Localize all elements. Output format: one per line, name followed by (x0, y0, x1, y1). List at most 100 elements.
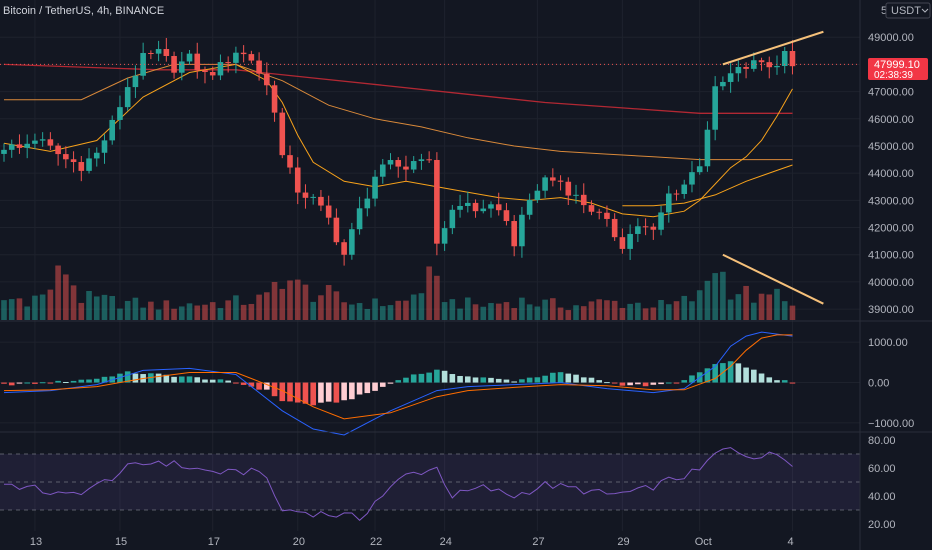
candle-body (519, 214, 525, 247)
candle-body (665, 193, 672, 213)
last-price-badge: 47999.10 02:38:39 (868, 58, 928, 81)
candle-body (341, 242, 347, 255)
macd-histogram-bar (774, 380, 780, 383)
volume-bar (379, 306, 386, 320)
currency-button[interactable]: USDT (885, 2, 931, 19)
macd-histogram-bar (171, 376, 177, 383)
rsi-tick-label: 80.00 (868, 435, 896, 447)
macd-histogram-bar (781, 380, 788, 383)
volume-bars (1, 265, 796, 320)
candle-body (588, 205, 595, 212)
price-tick-label: 49000.00 (868, 32, 914, 44)
candle-body (39, 139, 46, 141)
candle-body (47, 139, 54, 146)
macd-histogram-bar (1, 382, 7, 384)
volume-bar (403, 300, 409, 320)
candle-body (565, 181, 572, 196)
candle-body (70, 159, 77, 163)
volume-bar (696, 290, 703, 320)
volume-bar (171, 308, 177, 320)
volume-bar (294, 279, 301, 320)
candle-body (140, 52, 146, 76)
candle-body (611, 218, 618, 238)
ma-mid-line (4, 63, 793, 161)
macd-histogram-bar (449, 374, 456, 383)
macd-histogram-bar (78, 379, 85, 383)
candle-body (650, 226, 657, 230)
volume-bar (140, 307, 146, 320)
time-tick-label: 24 (440, 536, 452, 548)
volume-bar (364, 308, 371, 320)
volume-bar (766, 294, 773, 320)
ma-long-line (3, 63, 793, 114)
volume-bar (565, 310, 572, 320)
rsi-tick-label: 60.00 (868, 463, 896, 475)
volume-bar (650, 307, 657, 320)
macd-histogram-bar (256, 382, 262, 390)
time-tick-label: 17 (208, 536, 220, 548)
macd-histogram-bar (751, 369, 757, 383)
macd-tick-label: −1000.00 (868, 418, 914, 430)
candle-body (302, 192, 309, 198)
volume-bar (681, 295, 688, 320)
volume-bar (712, 273, 718, 320)
macd-histogram-bar (310, 382, 316, 406)
volume-bar (735, 294, 742, 320)
candle-body (16, 144, 23, 148)
candle-body (681, 184, 688, 195)
volume-bar (410, 294, 417, 320)
volume-bar (16, 298, 23, 320)
price-tick-label: 47000.00 (868, 87, 914, 99)
macd-histogram-bar (441, 370, 448, 383)
candle-body (751, 60, 757, 69)
volume-bar (418, 293, 425, 320)
macd-histogram-bar (689, 375, 695, 383)
macd-histogram-bar (217, 379, 224, 383)
candle-body (24, 143, 30, 148)
macd-histogram-bar (735, 363, 742, 383)
macd-histogram-bar (534, 377, 541, 383)
candle-body (117, 107, 123, 120)
candle-body (550, 177, 556, 181)
volume-bar (155, 309, 162, 320)
candle-body (503, 210, 510, 222)
volume-bar (78, 302, 85, 320)
macd-histogram-bar (55, 380, 61, 383)
candle-body (781, 50, 788, 67)
volume-bar (70, 285, 77, 320)
volume-bar (465, 297, 471, 320)
volume-bar (148, 301, 154, 320)
volume-bar (117, 308, 123, 320)
candle-body (194, 53, 201, 71)
candle-body (294, 167, 301, 193)
volume-bar (534, 306, 541, 320)
volume-bar (47, 289, 54, 320)
macd-histogram-bar (63, 381, 69, 383)
price-tick-label: 45000.00 (868, 141, 914, 153)
volume-bar (202, 304, 208, 320)
macd-histogram-bar (619, 382, 626, 386)
volume-bar (596, 299, 603, 320)
volume-bar (32, 295, 38, 320)
candle-body (766, 62, 773, 68)
price-tick-label: 40000.00 (868, 277, 914, 289)
macd-histogram-bar (132, 373, 139, 383)
price-tick-label: 39000.00 (868, 304, 914, 316)
candle-body (202, 70, 208, 73)
volume-bar (720, 271, 726, 320)
volume-bar (256, 294, 262, 320)
volume-bar (542, 299, 548, 320)
rsi-tick-label: 40.00 (868, 491, 896, 503)
candle-body (333, 217, 340, 243)
candle-body (217, 62, 224, 76)
candle-body (163, 49, 170, 57)
candle-body (349, 229, 355, 255)
candle-body (233, 52, 239, 63)
macd-pane (1, 331, 796, 436)
macd-histogram-bar (364, 382, 371, 394)
trendline (722, 253, 824, 305)
macd-histogram-bar (318, 382, 324, 403)
price-tick-label: 41000.00 (868, 250, 914, 262)
macd-histogram-bar (302, 382, 309, 404)
